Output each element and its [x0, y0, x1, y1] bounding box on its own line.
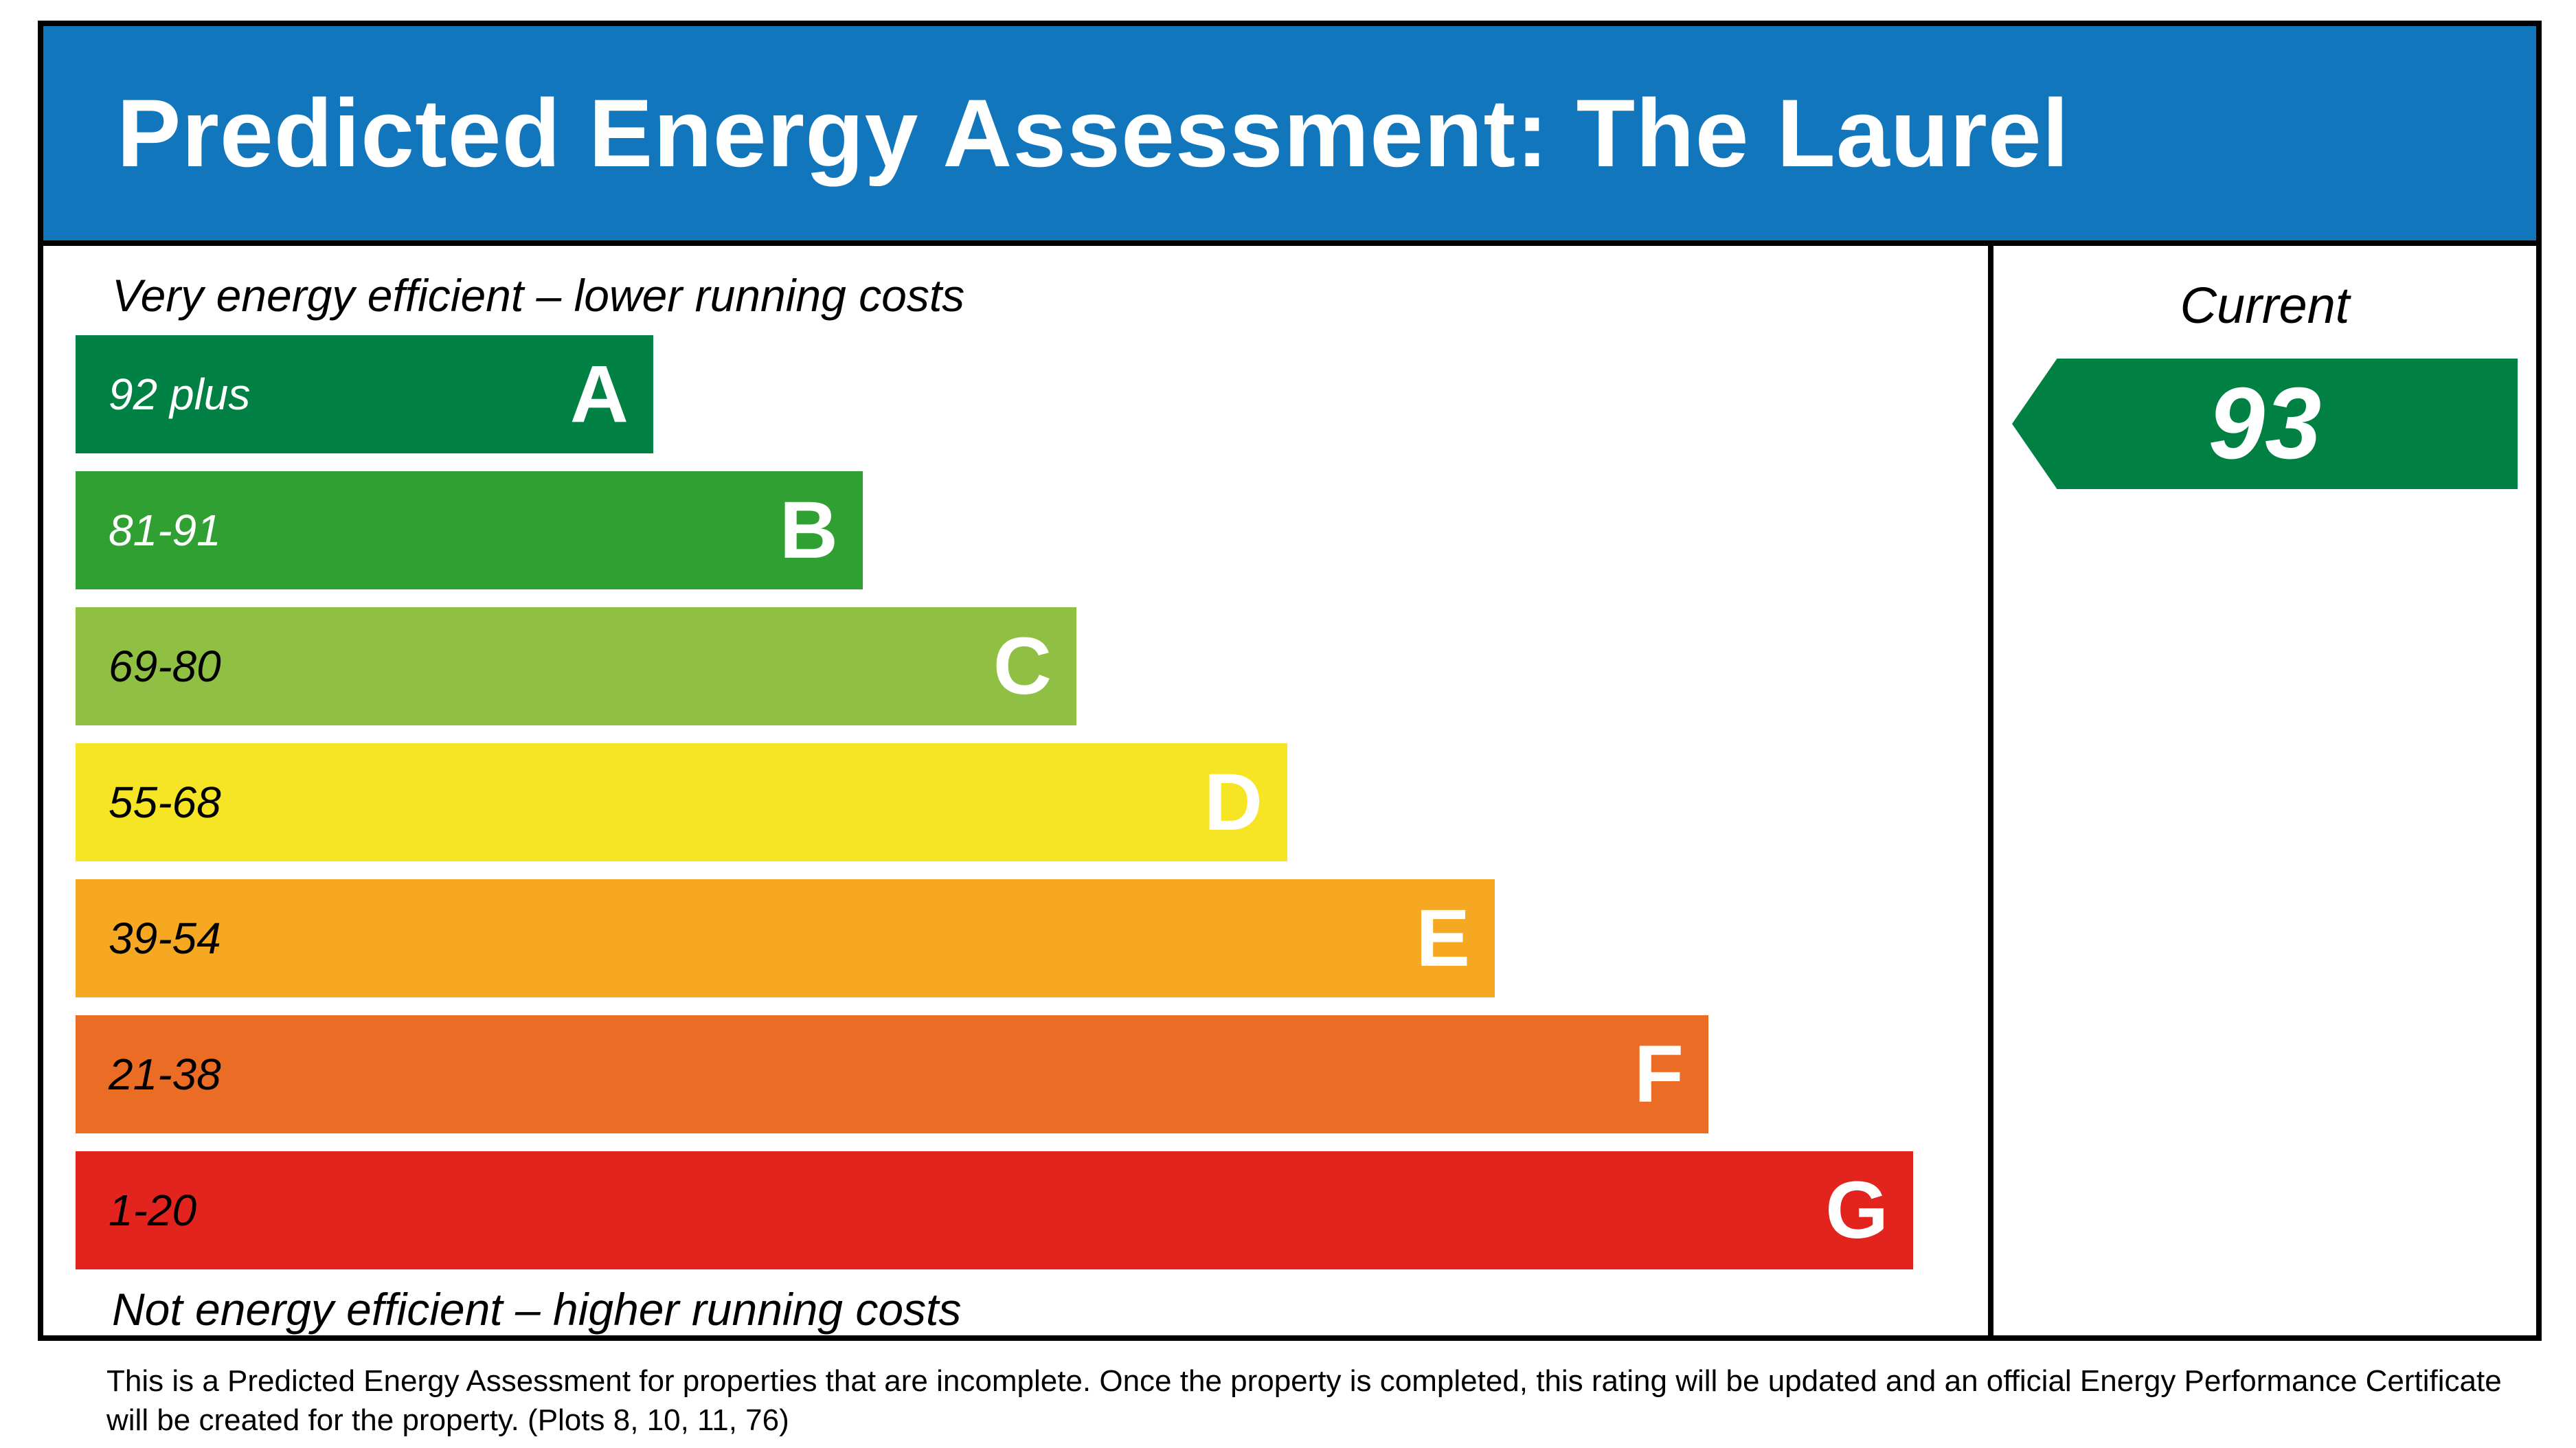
header: Predicted Energy Assessment: The Laurel: [43, 26, 2536, 246]
band-range-label: 55-68: [109, 778, 221, 827]
band-range-label: 39-54: [109, 914, 221, 963]
page-title: Predicted Energy Assessment: The Laurel: [117, 79, 2070, 187]
band-letter: D: [1204, 757, 1263, 848]
epc-band-c: 69-80 C: [76, 607, 1076, 725]
current-column-label: Current: [2180, 277, 2350, 334]
bands: 92 plus A 81-91 B 69-80 C 55-68 D 39-54 …: [76, 335, 1988, 1269]
epc-band-f: 21-38 F: [76, 1015, 1708, 1133]
bottom-caption: Not energy efficient – higher running co…: [112, 1284, 962, 1335]
band-range-label: 92 plus: [109, 370, 251, 419]
band-range-label: 69-80: [109, 642, 221, 691]
chart-body: Very energy efficient – lower running co…: [43, 246, 2536, 1335]
epc-band-d: 55-68 D: [76, 743, 1287, 861]
band-range-label: 1-20: [109, 1186, 197, 1235]
epc-band-g: 1-20 G: [76, 1151, 1913, 1269]
band-letter: G: [1825, 1165, 1888, 1256]
epc-band-a: 92 plus A: [76, 335, 653, 453]
band-letter: E: [1416, 893, 1470, 984]
band-range-label: 21-38: [109, 1050, 221, 1099]
current-rating-value: 93: [2208, 367, 2322, 480]
band-letter: B: [779, 485, 838, 576]
epc-band-b: 81-91 B: [76, 471, 863, 589]
epc-band-e: 39-54 E: [76, 879, 1495, 997]
band-letter: F: [1634, 1029, 1684, 1120]
top-caption: Very energy efficient – lower running co…: [112, 270, 965, 321]
footer-note: This is a Predicted Energy Assessment fo…: [106, 1364, 2502, 1438]
band-letter: C: [993, 621, 1052, 712]
current-rating-arrow: 93: [2012, 359, 2518, 489]
current-rating-column: Current 93: [1988, 246, 2536, 1335]
epc-chart: Predicted Energy Assessment: The Laurel …: [38, 21, 2542, 1341]
band-letter: A: [569, 349, 629, 440]
rating-scale-column: Very energy efficient – lower running co…: [43, 246, 1988, 1335]
band-range-label: 81-91: [109, 506, 221, 555]
